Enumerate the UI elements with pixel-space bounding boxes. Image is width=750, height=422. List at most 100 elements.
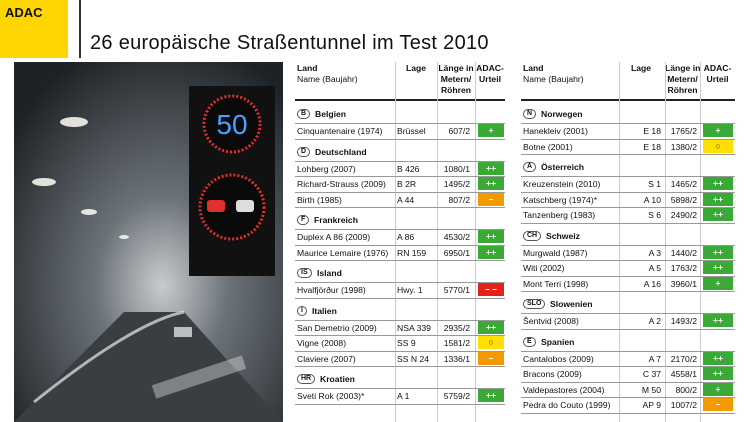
tunnel-laenge: 807/2 bbox=[448, 194, 470, 205]
row-line bbox=[295, 335, 505, 336]
row-line bbox=[295, 160, 505, 162]
tunnel-name: Lohberg (2007) bbox=[297, 163, 356, 174]
tunnel-name: Birth (1985) bbox=[297, 194, 342, 205]
col-urteil: ADAC- bbox=[476, 63, 504, 73]
tunnel-laenge: 1763/2 bbox=[670, 263, 697, 273]
row-line bbox=[521, 313, 735, 314]
tunnel-laenge: 3960/1 bbox=[670, 278, 697, 289]
tunnel-laenge: 2490/2 bbox=[670, 210, 697, 220]
tunnel-name: Sveti Rok (2003)* bbox=[297, 391, 365, 401]
column-separator bbox=[395, 62, 396, 422]
tunnel-laenge: 6950/1 bbox=[443, 247, 470, 258]
tunnel-lage: E 18 bbox=[643, 126, 661, 136]
row-line bbox=[295, 282, 505, 283]
tunnel-name: Mont Terri (1998) bbox=[523, 278, 589, 289]
column-separator bbox=[700, 62, 701, 422]
col-laenge: Länge in bbox=[438, 63, 474, 73]
rating: ○ bbox=[703, 139, 733, 153]
tunnel-name: Tanzenberg (1983) bbox=[523, 210, 596, 220]
sign-text: 50 bbox=[216, 109, 247, 140]
row-line bbox=[521, 176, 735, 177]
tunnel-laenge: 1495/2 bbox=[443, 179, 470, 189]
photo: 50 bbox=[14, 62, 283, 422]
rating: ○ bbox=[478, 336, 504, 349]
country-name: Norwegen bbox=[541, 109, 583, 119]
rating: ++ bbox=[703, 351, 733, 365]
tunnel-laenge: 4558/1 bbox=[670, 369, 697, 379]
tunnel-laenge: 1080/1 bbox=[443, 163, 470, 174]
tunnel-laenge: 1465/2 bbox=[670, 179, 697, 189]
col-land: Land bbox=[523, 63, 544, 73]
col-land: Land bbox=[297, 63, 318, 73]
row-line bbox=[521, 381, 735, 383]
tunnel-name: Katschberg (1974)* bbox=[523, 194, 598, 205]
tunnel-name: Richard-Strauss (2009) bbox=[297, 179, 386, 189]
tunnel-lage: A 86 bbox=[397, 232, 415, 242]
logo-text: ADAC bbox=[5, 5, 43, 20]
row-line bbox=[521, 412, 735, 414]
row-line bbox=[295, 388, 505, 389]
tunnel-lage: NSA 339 bbox=[397, 322, 431, 333]
row-line bbox=[521, 207, 735, 208]
col-laenge: Röhren bbox=[667, 85, 698, 95]
rating: – – bbox=[478, 283, 504, 296]
rating: ++ bbox=[478, 177, 504, 190]
tunnel-name: Murgwald (1987) bbox=[523, 247, 588, 258]
country-code: SLO bbox=[523, 299, 546, 309]
rating: ++ bbox=[703, 367, 733, 380]
tunnel-lage: A 7 bbox=[648, 353, 661, 364]
tunnel-laenge: 5759/2 bbox=[443, 391, 470, 401]
tunnel-lage: Hwy. 1 bbox=[397, 285, 423, 295]
country-code: F bbox=[297, 215, 310, 225]
rating: ++ bbox=[478, 230, 504, 243]
row-line bbox=[295, 297, 505, 299]
col-lage: Lage bbox=[405, 63, 427, 73]
tunnel-name: Witi (2002) bbox=[523, 263, 565, 273]
row-line bbox=[295, 138, 505, 140]
col-laenge: Metern/ bbox=[440, 74, 472, 84]
tunnel-laenge: 2935/2 bbox=[443, 322, 470, 333]
col-urteil: Urteil bbox=[706, 74, 729, 84]
tunnel-laenge: 2170/2 bbox=[670, 353, 697, 364]
tunnel-name: Claviere (2007) bbox=[297, 353, 356, 364]
rating: ++ bbox=[703, 245, 733, 259]
country-code: IS bbox=[297, 268, 312, 278]
tunnel-laenge: 5770/1 bbox=[443, 285, 470, 295]
row-line bbox=[295, 366, 505, 367]
tunnel-lage: AP 9 bbox=[642, 400, 661, 410]
tunnel-laenge: 1581/2 bbox=[443, 338, 470, 348]
rating: ++ bbox=[703, 177, 733, 190]
rating: ++ bbox=[703, 208, 733, 221]
tunnel-lage: A 44 bbox=[397, 194, 415, 205]
rating: + bbox=[703, 382, 733, 396]
tunnel-lage: B 2R bbox=[397, 179, 417, 189]
tunnel-laenge: 4530/2 bbox=[443, 232, 470, 242]
tunnel-lage: SS 9 bbox=[397, 338, 416, 348]
tunnel-name: Vigne (2008) bbox=[297, 338, 347, 348]
col-urteil: ADAC- bbox=[703, 63, 732, 73]
col-name: Name (Baujahr) bbox=[523, 74, 584, 84]
tunnel-name: Maurice Lemaire (1976) bbox=[297, 247, 389, 258]
rating: + bbox=[478, 124, 504, 137]
country-code: CH bbox=[523, 230, 542, 241]
country-code: N bbox=[523, 109, 537, 119]
logo: ADAC bbox=[0, 0, 68, 58]
tunnel-lage: E 18 bbox=[643, 141, 661, 152]
country-code: E bbox=[523, 336, 536, 347]
row-line bbox=[295, 244, 505, 246]
tunnel-lage: A 2 bbox=[648, 316, 661, 326]
rating: ++ bbox=[478, 389, 504, 402]
row-line bbox=[521, 291, 735, 292]
row-line bbox=[295, 350, 505, 352]
tunnel-laenge: 1380/2 bbox=[670, 141, 697, 152]
tunnel-name: Bracons (2009) bbox=[523, 369, 582, 379]
country-name: Deutschland bbox=[315, 146, 367, 157]
tunnel-name: Šentvid (2008) bbox=[523, 316, 579, 326]
tunnel-lage: C 37 bbox=[642, 369, 661, 379]
tunnel-name: Botne (2001) bbox=[523, 141, 573, 152]
row-line bbox=[295, 229, 505, 230]
country-code: B bbox=[297, 109, 311, 119]
row-line bbox=[521, 260, 735, 261]
tunnel-laenge: 607/2 bbox=[448, 126, 470, 136]
col-name: Name (Baujahr) bbox=[297, 74, 358, 84]
